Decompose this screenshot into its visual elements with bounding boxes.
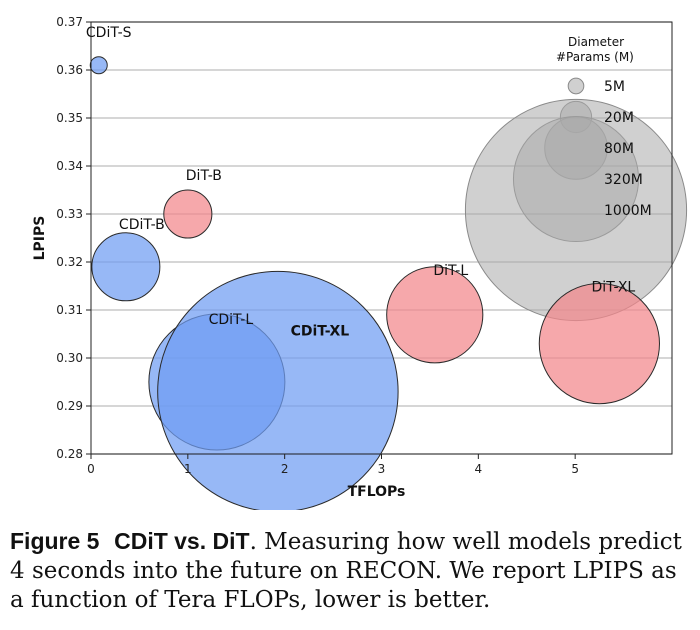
y-tick-label: 0.28 [56, 447, 83, 461]
data-points [89, 56, 660, 510]
x-tick-label: 1 [184, 462, 192, 476]
data-point-dit-b [163, 189, 213, 239]
y-tick-label: 0.31 [56, 303, 83, 317]
legend-size-marker [464, 98, 688, 322]
axes: 0.28 0.29 0.30 0.31 0.32 0.33 0.34 0.35 0.36 0.37… [32, 15, 579, 500]
x-tick-label: 3 [378, 462, 386, 476]
legend-size-marker [567, 77, 585, 95]
y-tick-label: 0.34 [56, 159, 83, 173]
y-axis-title: LPIPS [32, 216, 48, 261]
legend-entry-label: 320M [604, 172, 643, 188]
x-tick-label: 0 [87, 462, 95, 476]
y-tick-label: 0.33 [56, 207, 83, 221]
y-tick-label: 0.37 [56, 15, 83, 29]
legend-entry-label: 80M [604, 141, 634, 157]
figure-caption: Figure 5 CDiT vs. DiT. Measuring how wel… [10, 527, 692, 615]
point-label: DiT-XL [592, 280, 636, 296]
legend-title-line1: Diameter [568, 35, 624, 49]
caption-text: . Measuring how well models predict 4 se… [10, 529, 682, 613]
point-label: DiT-L [433, 263, 468, 279]
data-point-dit-l [386, 266, 484, 364]
figure-number: Figure 5 [10, 528, 100, 554]
point-label: CDiT-B [119, 217, 165, 233]
data-point-cdit-b [91, 232, 161, 302]
size-legend: Diameter#Params (M) 5M 20M 80M 320M 1000M [464, 35, 688, 322]
x-tick-label: 5 [571, 462, 579, 476]
point-label: CDiT-S [86, 25, 132, 41]
legend-entry-label: 1000M [604, 203, 652, 219]
scatter-chart: Diameter#Params (M) 5M 20M 80M 320M 1000M CDi… [32, 15, 688, 510]
y-tick-label: 0.30 [56, 351, 83, 365]
point-label: CDiT-XL [291, 324, 350, 340]
legend-entry-label: 5M [604, 79, 625, 95]
y-tick-label: 0.36 [56, 63, 83, 77]
point-labels: CDiT-S CDiT-B CDiT-L CDiT-XL DiT-B DiT-L DiT-X… [86, 25, 635, 339]
y-tick-label: 0.29 [56, 399, 83, 413]
data-point-dit-xl [538, 282, 660, 405]
legend-title-line2: #Params (M) [556, 50, 634, 64]
x-tick-label: 2 [281, 462, 289, 476]
data-point-cdit-xl [157, 270, 399, 510]
y-tick-label: 0.35 [56, 111, 83, 125]
y-tick-label: 0.32 [56, 255, 83, 269]
x-axis-title: TFLOPs [348, 484, 406, 500]
point-label: DiT-B [186, 168, 222, 184]
figure-title: CDiT vs. DiT [114, 528, 250, 554]
data-point-cdit-s [89, 56, 108, 75]
legend-entry-label: 20M [604, 110, 634, 126]
point-label: CDiT-L [209, 312, 254, 328]
x-tick-label: 4 [475, 462, 483, 476]
